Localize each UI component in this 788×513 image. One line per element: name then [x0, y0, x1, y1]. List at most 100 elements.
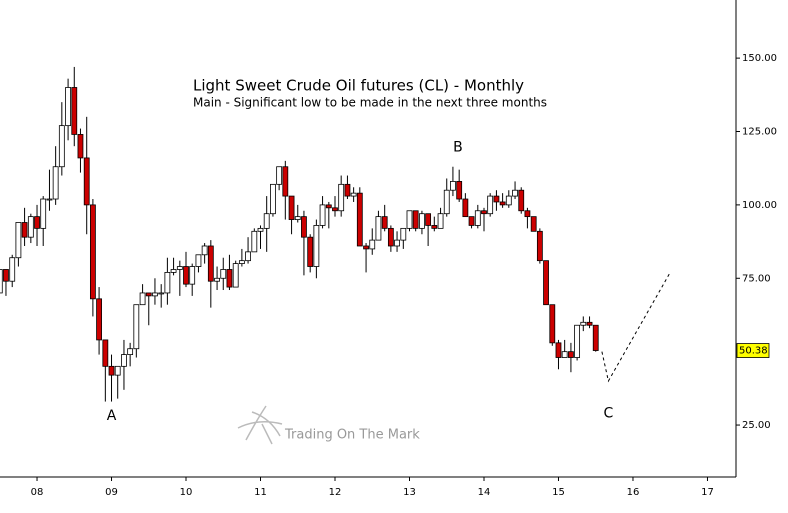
candle-body	[332, 207, 338, 212]
candle-body	[524, 210, 531, 218]
candle-body	[195, 254, 202, 267]
candle-body	[9, 257, 16, 282]
candle-body	[381, 216, 388, 229]
candle-body	[288, 195, 295, 220]
candle-body	[450, 181, 456, 191]
candle-body	[220, 269, 227, 279]
candle-body	[270, 183, 276, 215]
candle-body	[468, 216, 475, 226]
candle-body	[400, 227, 407, 241]
candle-body	[505, 195, 512, 206]
candle-body	[406, 210, 413, 229]
candle-body	[369, 239, 376, 250]
x-tick-label: 16	[627, 487, 640, 498]
candle-body	[412, 210, 419, 229]
projection-line	[601, 272, 671, 383]
candle-body	[238, 260, 245, 264]
candle-body	[586, 321, 593, 326]
candle-body	[592, 324, 599, 351]
candle-body	[325, 204, 332, 209]
candle-body	[313, 225, 320, 267]
candle-body	[170, 269, 177, 273]
candle-body	[543, 260, 549, 306]
candle-body	[263, 213, 270, 229]
last-price-label: 50.38	[739, 346, 768, 357]
y-tick-label: 150.00	[742, 53, 777, 64]
x-tick-label: 12	[329, 487, 342, 498]
candle-body	[276, 166, 283, 185]
candle-body	[96, 298, 102, 341]
candle-body	[555, 342, 562, 358]
candle-body	[3, 269, 9, 282]
candle-body	[499, 201, 506, 206]
candle-body	[15, 222, 22, 259]
candle-body	[294, 216, 301, 220]
candle-body	[214, 277, 220, 282]
candle-body	[487, 195, 494, 215]
x-tick-label: 13	[403, 487, 416, 498]
candle-body	[580, 321, 587, 326]
candle-body	[344, 183, 351, 197]
candle-body	[0, 269, 3, 294]
candle-body	[245, 251, 251, 262]
candle-body	[83, 157, 90, 206]
candle-body	[127, 348, 134, 355]
y-tick-label: 75.00	[742, 273, 771, 284]
candle-body	[176, 266, 183, 270]
candle-body	[164, 272, 171, 294]
candle-body	[574, 324, 581, 358]
chart-subtitle: Main - Significant low to be made in the…	[193, 96, 547, 110]
candle-body	[21, 222, 28, 238]
candle-body	[518, 189, 525, 212]
candle-body	[319, 204, 326, 226]
candle-body	[114, 365, 121, 376]
candle-body	[257, 227, 264, 232]
candle-body	[387, 227, 394, 247]
candle-body	[226, 269, 233, 288]
candle-body	[27, 216, 34, 238]
candle-body	[65, 87, 71, 127]
candle-body	[394, 239, 400, 247]
candle-body	[207, 245, 214, 282]
x-tick-label: 14	[478, 487, 491, 498]
candle-body	[52, 166, 59, 200]
y-tick-label: 100.00	[742, 200, 777, 211]
candle-body	[338, 183, 345, 212]
candle-body	[89, 204, 96, 300]
candle-body	[568, 351, 574, 358]
last-price-box	[736, 343, 770, 358]
candle-body	[152, 292, 158, 297]
candle-body	[121, 354, 127, 367]
candle-body	[530, 216, 537, 232]
x-tick-label: 09	[105, 487, 118, 498]
x-tick-label: 10	[180, 487, 193, 498]
candle-body	[232, 263, 239, 288]
candle-body	[456, 181, 463, 200]
candle-body	[139, 292, 146, 306]
candle-body	[102, 339, 109, 367]
candle-body	[437, 213, 444, 229]
y-tick-label: 125.00	[742, 127, 777, 138]
candle-body	[356, 192, 363, 247]
wave-label: C	[604, 405, 614, 421]
watermark-icon	[237, 405, 283, 445]
candle-body	[46, 198, 53, 201]
watermark: Trading On The Mark	[284, 428, 420, 443]
candle-body	[282, 166, 289, 197]
candle-body	[350, 192, 357, 197]
candle-body	[251, 230, 258, 253]
candle-body	[183, 266, 189, 285]
candle-body	[481, 210, 487, 215]
candle-body	[34, 216, 40, 229]
candle-body	[561, 351, 568, 358]
candle-body	[77, 134, 84, 159]
candle-body	[462, 198, 469, 218]
candle-body	[493, 195, 500, 203]
chart-title: Light Sweet Crude Oil futures (CL) - Mon…	[193, 77, 524, 95]
candle-body	[425, 213, 432, 226]
candle-body	[307, 236, 314, 267]
candle-body	[58, 125, 65, 168]
wave-label: A	[107, 408, 117, 424]
